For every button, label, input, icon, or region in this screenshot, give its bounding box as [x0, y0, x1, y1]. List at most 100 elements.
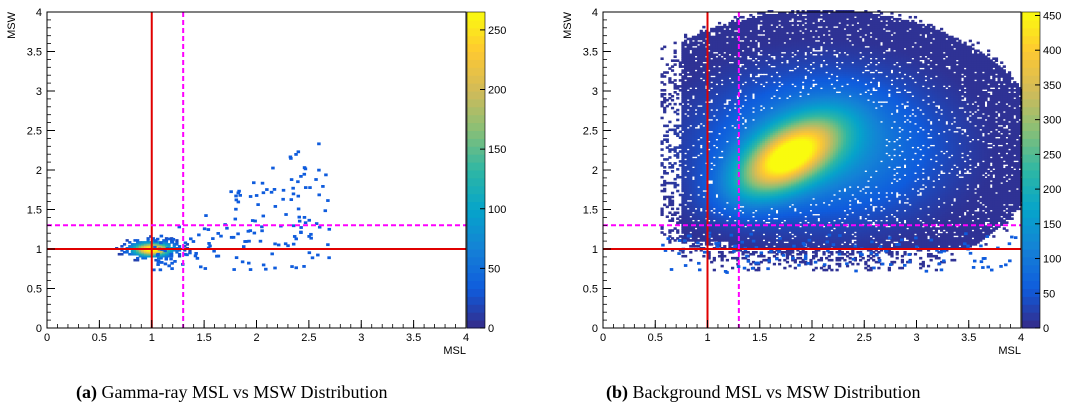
outlier-point [304, 167, 308, 170]
heatmap-cell [671, 208, 674, 211]
outlier-point [247, 230, 251, 233]
y-axis-label: MSW [6, 11, 18, 39]
outlier-point [255, 194, 259, 197]
colorbar-tick-label: 250 [488, 25, 506, 37]
chart-panel-0: 0 0.5 1 1.5 2 2.5 3 3.5 400.511.522.533.54MSLMSW… [6, 7, 506, 357]
outlier-point [289, 157, 293, 160]
heatmap-cell [666, 63, 669, 66]
heatmap-cell [178, 245, 181, 248]
colorbar-band [467, 59, 485, 67]
colorbar-band [467, 107, 485, 115]
heatmap-cell [671, 192, 674, 195]
heatmap-cell [666, 71, 669, 74]
heatmap-cell [762, 255, 765, 258]
outlier-point [277, 244, 281, 247]
colorbar-band [467, 83, 485, 91]
heatmap-cell [660, 154, 663, 157]
heatmap-cell [676, 97, 679, 100]
outlier-point [290, 265, 294, 268]
colorbar-band [467, 312, 485, 320]
y-tick-label: 4 [36, 7, 42, 19]
heatmap-cell [773, 263, 776, 266]
outlier-point [290, 178, 294, 181]
heatmap-cell [671, 69, 674, 72]
heatmap-cell [713, 269, 716, 272]
colorbar-band [467, 28, 485, 36]
outlier-point [274, 205, 278, 208]
heatmap-cell [666, 215, 669, 218]
outlier-point [284, 213, 288, 216]
colorbar-band [467, 138, 485, 146]
colorbar-band [467, 304, 485, 312]
colorbar-band [467, 154, 485, 162]
heatmap-cell [736, 257, 739, 260]
colorbar-band [467, 123, 485, 131]
heatmap-cell [674, 55, 677, 58]
heatmap-cell [671, 200, 674, 203]
outlier-point [212, 250, 216, 253]
outlier-point [291, 187, 295, 190]
outlier-point [217, 255, 221, 258]
colorbar-band [467, 44, 485, 52]
colorbar-tick-label: 50 [488, 263, 500, 275]
x-tick-label: 0.5 [92, 332, 107, 344]
outlier-point [252, 181, 256, 184]
heatmap-cell [702, 26, 705, 29]
outlier-point [236, 232, 240, 235]
outlier-point [197, 234, 201, 237]
colorbar-band [467, 36, 485, 44]
outlier-point [204, 267, 208, 270]
outlier-point [260, 229, 264, 232]
colorbar-band [467, 12, 485, 20]
outlier-point [259, 240, 263, 243]
heatmap-cell [768, 257, 771, 260]
heatmap-cell [721, 265, 724, 268]
heatmap-cell [175, 239, 178, 242]
heatmap-cell [676, 109, 679, 112]
colorbar-band [467, 210, 485, 218]
y-tick-label: 3.5 [27, 47, 42, 59]
outlier-point [271, 167, 275, 170]
colorbar-band [467, 91, 485, 99]
outlier-point [270, 252, 274, 255]
x-tick-label: 4 [463, 332, 469, 344]
outlier-point [304, 186, 308, 189]
colorbar-band [467, 178, 485, 186]
heatmap-cell [689, 259, 692, 262]
colorbar-band [467, 186, 485, 194]
outlier-point [192, 240, 196, 243]
x-tick-label: 2.5 [301, 332, 316, 344]
heatmap-cell [710, 243, 713, 246]
colorbar-band [467, 257, 485, 265]
outlier-point [216, 232, 220, 235]
outlier-point [184, 241, 188, 244]
plot-area [47, 12, 466, 328]
x-tick-label: 3 [358, 332, 364, 344]
outlier-point [207, 228, 211, 231]
outlier-point [321, 185, 325, 188]
outlier-point [261, 182, 265, 185]
outlier-point [326, 199, 330, 202]
outlier-point [207, 242, 211, 245]
outlier-point [317, 169, 321, 172]
colorbar-band [467, 75, 485, 83]
colorbar-band [467, 115, 485, 123]
outlier-point [299, 226, 303, 229]
heatmap-cell [684, 255, 687, 258]
heatmap-cell [660, 176, 663, 179]
heatmap-cell [723, 255, 726, 258]
heatmap-cell [783, 267, 786, 270]
outlier-point [249, 268, 253, 271]
heatmap-cell [731, 267, 734, 270]
heatmap-cell [674, 79, 677, 82]
outlier-point [298, 220, 302, 223]
heatmap-cell [663, 83, 666, 86]
heatmap-cell [676, 168, 679, 171]
outlier-point [189, 237, 193, 240]
colorbar-band [467, 217, 485, 225]
heatmap-cell [726, 259, 729, 262]
heatmap-cell [663, 46, 666, 49]
outlier-point [204, 214, 208, 217]
heatmap-cell [718, 22, 721, 25]
